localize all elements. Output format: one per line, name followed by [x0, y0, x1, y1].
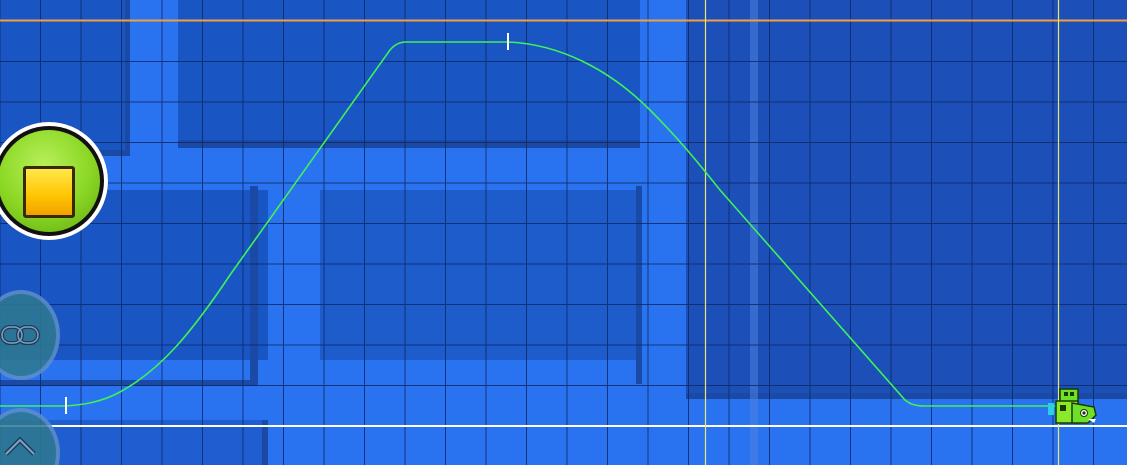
link-controls-button[interactable]: [0, 290, 60, 380]
chain-link-icon: [0, 325, 40, 345]
cube-player-icon: [1048, 388, 1097, 424]
stop-square-icon: [23, 166, 75, 218]
stop-button-face: [0, 130, 100, 232]
rotate-icon: [4, 436, 36, 456]
stop-playtest-button[interactable]: [0, 122, 108, 240]
